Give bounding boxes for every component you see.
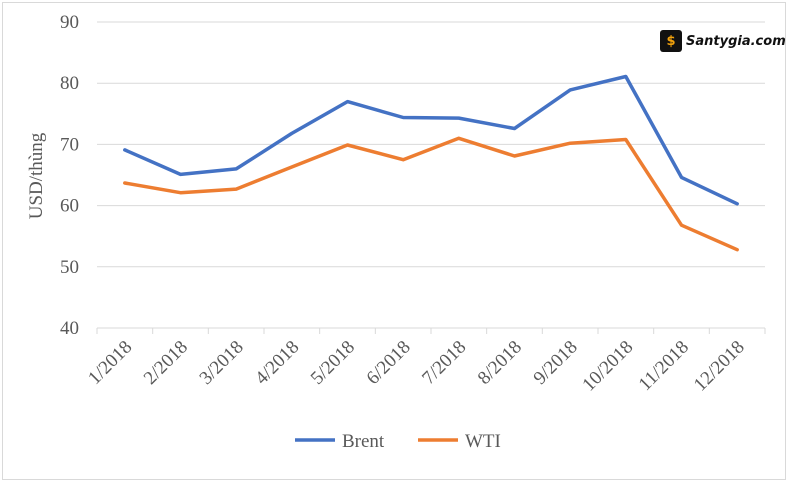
series-line-wti xyxy=(123,136,739,252)
x-tick-label: 10/2018 xyxy=(578,337,637,396)
watermark-text: Santygia.com xyxy=(686,33,786,49)
x-tick-label: 2/2018 xyxy=(140,337,192,389)
y-tick-label: 60 xyxy=(60,196,79,217)
y-axis-title: USD/thùng xyxy=(26,132,47,219)
watermark-logo: $ xyxy=(660,30,682,52)
y-tick-label: 70 xyxy=(60,134,79,155)
x-tick-label: 8/2018 xyxy=(474,337,526,389)
watermark: $ Santygia.com xyxy=(660,30,786,52)
y-tick-label: 50 xyxy=(60,257,79,278)
x-tick-label: 1/2018 xyxy=(84,337,136,389)
x-tick-label: 6/2018 xyxy=(363,337,415,389)
x-tick-label: 5/2018 xyxy=(307,337,359,389)
y-tick-label: 90 xyxy=(60,12,79,33)
x-tick-label: 3/2018 xyxy=(196,337,248,389)
legend-label: WTI xyxy=(465,431,501,452)
y-tick-label: 40 xyxy=(60,318,79,339)
legend-label: Brent xyxy=(342,431,385,452)
x-tick-label: 12/2018 xyxy=(690,337,749,396)
x-tick-label: 11/2018 xyxy=(635,337,693,395)
x-tick-label: 9/2018 xyxy=(530,337,582,389)
series-line-brent xyxy=(123,74,739,206)
x-tick-label: 7/2018 xyxy=(418,337,470,389)
y-tick-label: 80 xyxy=(60,73,79,94)
chart-frame xyxy=(2,2,786,480)
x-tick-label: 4/2018 xyxy=(251,337,303,389)
